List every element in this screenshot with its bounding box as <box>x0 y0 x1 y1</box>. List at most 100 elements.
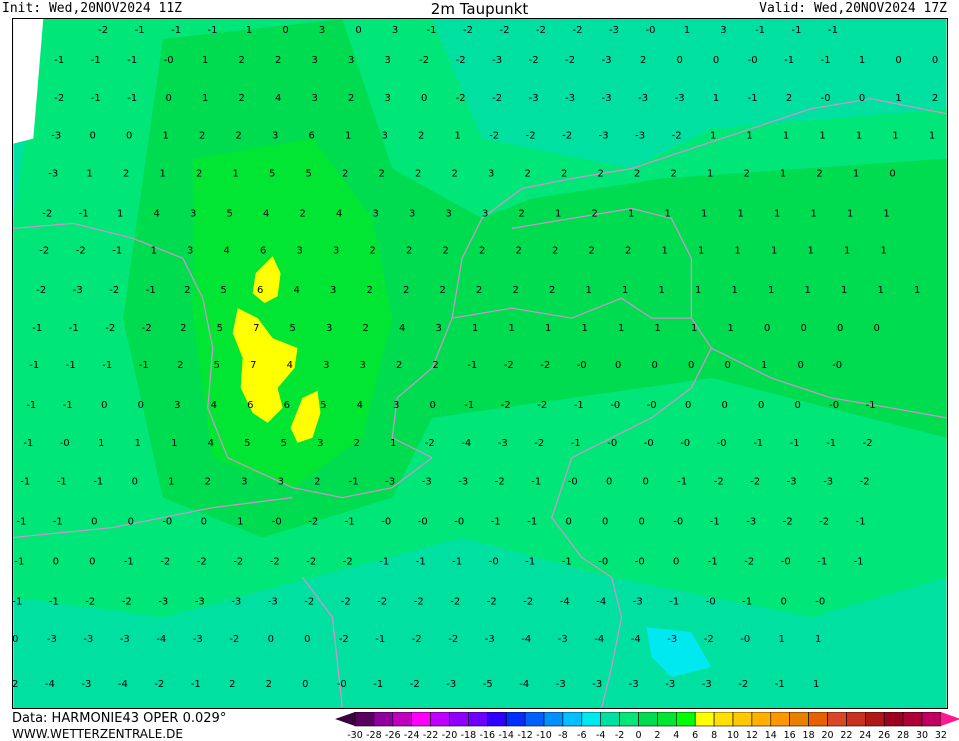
value-label: 2 <box>433 360 439 371</box>
value-label: -2 <box>523 596 533 607</box>
value-label: 2 <box>625 245 631 256</box>
legend-label: 24 <box>859 730 871 741</box>
value-label: 1 <box>545 323 551 334</box>
value-label: -2 <box>304 596 314 607</box>
value-label: -1 <box>821 55 831 66</box>
value-label: 3 <box>446 208 452 219</box>
value-label: 1 <box>163 131 169 142</box>
legend-label: -16 <box>480 730 496 741</box>
value-label: -1 <box>32 323 42 334</box>
value-label: -1 <box>817 556 827 567</box>
value-label: -1 <box>54 55 64 66</box>
value-label: -1 <box>14 556 24 567</box>
value-label: 5 <box>320 400 326 411</box>
value-label: 1 <box>168 477 174 488</box>
value-label: 0 <box>758 400 764 411</box>
value-label: -3 <box>446 679 456 690</box>
value-label: 1 <box>761 360 767 371</box>
value-label: 1 <box>509 323 515 334</box>
value-label: 3 <box>348 55 354 66</box>
value-label: -4 <box>631 634 641 645</box>
value-label: 2 <box>634 169 640 180</box>
value-label: 5 <box>221 285 227 296</box>
value-label: -2 <box>377 596 387 607</box>
value-label: 2 <box>406 245 412 256</box>
value-label: -2 <box>306 556 316 567</box>
value-label: 1 <box>659 285 665 296</box>
value-label: 1 <box>237 517 243 528</box>
value-label: -3 <box>81 679 91 690</box>
value-label: 1 <box>555 208 561 219</box>
value-label: 1 <box>684 25 690 36</box>
value-label: -2 <box>819 517 829 528</box>
value-label: 1 <box>233 169 239 180</box>
legend-label: -10 <box>536 730 552 741</box>
value-label: 1 <box>771 245 777 256</box>
value-label: -1 <box>742 596 752 607</box>
value-label: 1 <box>783 131 789 142</box>
value-label: -2 <box>744 556 754 567</box>
value-label: 3 <box>488 169 494 180</box>
yellow-area <box>290 390 321 443</box>
value-label: 4 <box>211 400 217 411</box>
value-label: 7 <box>253 323 259 334</box>
value-label: 1 <box>98 438 104 449</box>
legend-swatch <box>619 712 639 727</box>
value-label: -2 <box>105 323 115 334</box>
value-label: -0 <box>162 517 172 528</box>
value-label: -3 <box>48 169 58 180</box>
value-label: -1 <box>866 400 876 411</box>
value-label: -3 <box>422 477 432 488</box>
value-label: 1 <box>345 131 351 142</box>
value-label: -0 <box>577 360 587 371</box>
value-label: -0 <box>717 438 727 449</box>
value-label: -3 <box>47 634 57 645</box>
value-label: 3 <box>436 323 442 334</box>
value-label: 2 <box>786 93 792 104</box>
value-label: 1 <box>664 208 670 219</box>
value-label: -2 <box>39 245 49 256</box>
legend-label: 32 <box>935 730 947 741</box>
value-label: 1 <box>859 55 865 66</box>
value-label: -3 <box>746 517 756 528</box>
value-label: -2 <box>750 477 760 488</box>
value-label: -1 <box>135 25 145 36</box>
value-label: 0 <box>873 323 879 334</box>
value-label: 0 <box>615 360 621 371</box>
value-label: 1 <box>661 245 667 256</box>
value-label: 1 <box>804 285 810 296</box>
value-label: 0 <box>128 517 134 528</box>
value-label: 1 <box>246 25 252 36</box>
yellow-area <box>232 308 298 423</box>
value-label: -1 <box>416 556 426 567</box>
value-label: 5 <box>217 323 223 334</box>
legend-swatch <box>675 712 696 727</box>
value-label: 3 <box>241 477 247 488</box>
value-label: 0 <box>355 25 361 36</box>
legend-swatch <box>487 712 507 727</box>
value-label: 1 <box>713 93 719 104</box>
value-label: -2 <box>341 596 351 607</box>
value-label: 0 <box>421 93 427 104</box>
legend-swatch <box>657 712 677 727</box>
legend-swatch <box>827 712 847 727</box>
legend-label: -12 <box>517 730 533 741</box>
value-label: -1 <box>53 517 63 528</box>
value-label: 2 <box>932 93 938 104</box>
value-label: -3 <box>231 596 241 607</box>
value-label: -2 <box>308 517 318 528</box>
value-label: 0 <box>688 360 694 371</box>
value-label: -1 <box>562 556 572 567</box>
value-label: -0 <box>598 556 608 567</box>
value-label: -2 <box>714 477 724 488</box>
value-label: 1 <box>813 679 819 690</box>
value-label: -0 <box>646 25 656 36</box>
value-label: 3 <box>278 477 284 488</box>
value-label: -2 <box>76 245 86 256</box>
value-label: 0 <box>837 323 843 334</box>
value-label: -2 <box>109 285 119 296</box>
value-label: -4 <box>519 679 529 690</box>
value-label: -4 <box>521 634 531 645</box>
value-label: 3 <box>323 360 329 371</box>
value-label: 2 <box>476 285 482 296</box>
